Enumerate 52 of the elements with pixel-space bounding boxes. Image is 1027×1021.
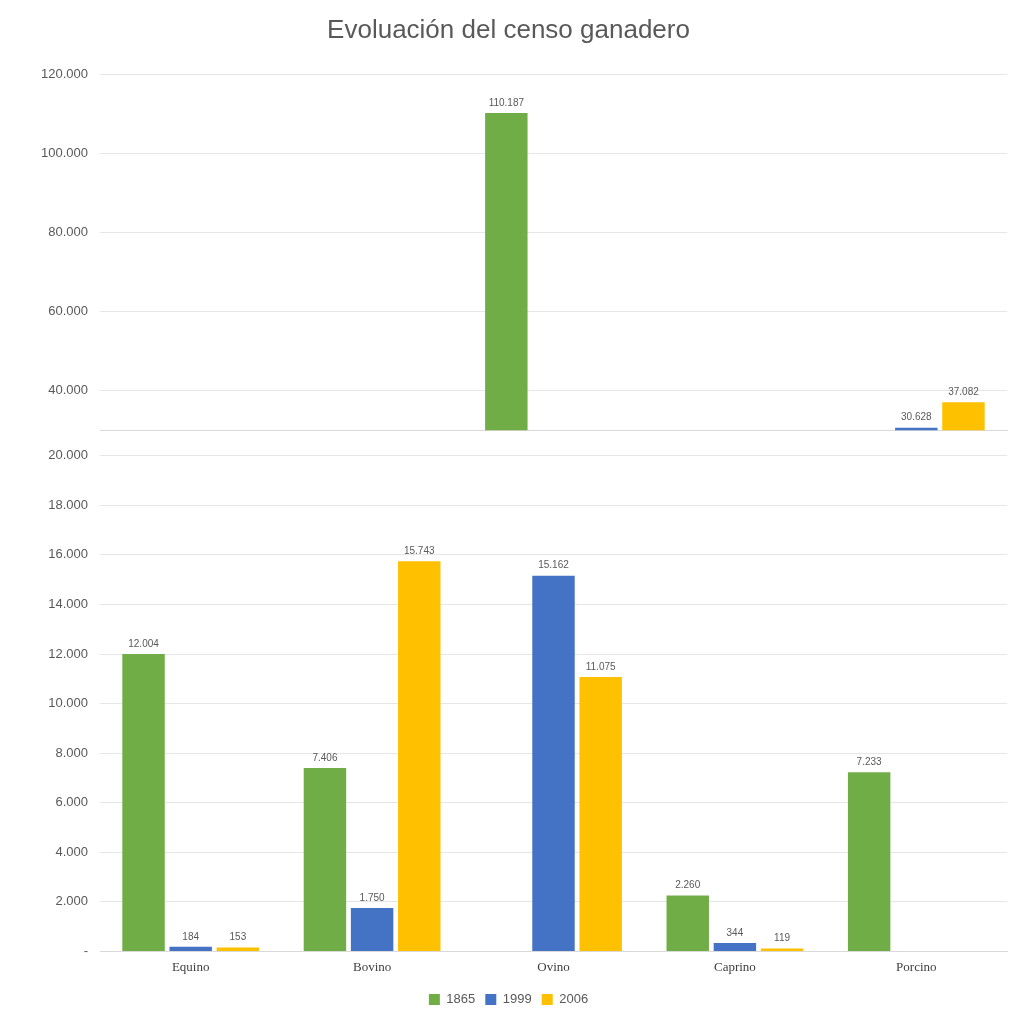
data-label: 110.187 [488,96,525,108]
legend-label: 2006 [559,991,589,1007]
data-label: 37.082 [948,385,980,397]
bar [122,653,165,951]
bar [579,676,622,951]
x-tick-label: Caprino [713,958,756,974]
y-tick-label: 100.000 [41,144,88,160]
data-label: 2.260 [675,879,701,891]
y-tick-label: 20.000 [48,447,88,463]
data-label: 30.628 [901,411,933,423]
y-tick-label: 10.000 [48,695,88,711]
chart-title: Evoluación del censo ganadero [327,13,690,44]
bar [713,942,757,951]
data-label: 15.162 [538,559,570,571]
bar [303,767,347,951]
x-tick-label: Porcino [896,958,937,974]
bar [666,895,709,951]
bar [216,947,260,951]
bar [760,948,804,951]
data-label: 184 [182,930,200,942]
y-tick-label: 40.000 [48,382,88,398]
y-tick-label: 80.000 [48,224,88,239]
data-label: 119 [774,932,791,944]
x-tick-label: Bovino [352,958,392,974]
y-tick-label: 8.000 [55,744,88,760]
data-label: 1.750 [359,891,386,903]
y-tick-label: 16.000 [48,546,88,562]
data-label: 11.075 [585,660,617,672]
bar [847,772,891,951]
legend-label: 1865 [446,991,476,1007]
data-label: 15.743 [403,545,435,557]
bar [350,908,394,951]
legend-label: 1999 [502,991,532,1007]
y-tick-label: - [83,942,88,958]
data-label: 344 [726,926,744,938]
data-label: 12.004 [128,637,160,649]
bar [169,946,212,951]
y-tick-label: 12.000 [48,645,88,661]
bar [398,561,441,951]
y-tick-label: 2.000 [55,893,88,909]
bar [532,575,575,951]
y-tick-label: 4.000 [55,843,88,859]
x-tick-label: Ovino [537,958,570,974]
y-tick-label: 18.000 [48,496,88,512]
data-label: 7.233 [856,755,883,767]
y-tick-label: 120.000 [41,65,88,81]
data-label: 7.406 [312,751,338,763]
y-tick-label: 6.000 [55,794,88,810]
data-label: 153 [229,931,247,943]
x-tick-label: Equino [171,958,210,974]
y-tick-label: 14.000 [48,596,88,612]
y-tick-label: 60.000 [48,303,88,319]
